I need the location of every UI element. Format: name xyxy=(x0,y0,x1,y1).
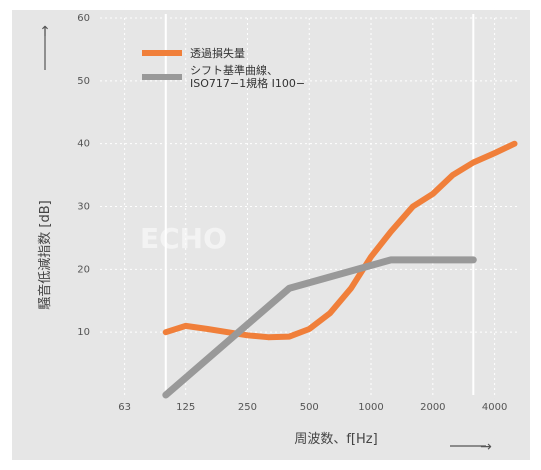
plot-background xyxy=(12,10,530,460)
y-tick-label: 40 xyxy=(77,139,90,150)
x-axis-title: 周波数、f[Hz] xyxy=(294,432,377,447)
x-tick-label: 125 xyxy=(176,402,195,413)
x-tick-label: 1000 xyxy=(358,402,383,413)
x-tick-label: 250 xyxy=(238,402,257,413)
series-layer xyxy=(162,140,518,399)
y-tick-label: 10 xyxy=(77,327,90,338)
x-axis-arrow-icon: → xyxy=(480,439,492,455)
legend: 透過損失量 シフト基準曲線、 ISO717−1規格 I100− xyxy=(142,46,305,90)
x-tick-label: 63 xyxy=(118,402,131,413)
x-tick-label: 2000 xyxy=(420,402,445,413)
x-tick-label: 500 xyxy=(300,402,319,413)
legend-label-transmission-loss: 透過損失量 xyxy=(190,46,245,60)
y-axis-arrow-icon: ↑ xyxy=(39,24,51,40)
y-tick-label: 30 xyxy=(77,202,90,213)
series-line-transmission-loss xyxy=(162,140,518,341)
legend-label-shifted-reference: シフト基準曲線、 ISO717−1規格 I100− xyxy=(190,63,305,90)
y-tick-label: 50 xyxy=(77,76,90,87)
watermark-text: ECHO xyxy=(140,222,227,255)
y-tick-label: 60 xyxy=(77,13,90,24)
legend-label-shifted-reference-line1: シフト基準曲線、 xyxy=(190,63,278,77)
tick-layer: 10 20 30 40 50 60 63 125 250 500 1000 2000 4000 xyxy=(77,13,507,413)
legend-label-shifted-reference-line2: ISO717−1規格 I100− xyxy=(190,76,305,90)
series-line-shifted-reference xyxy=(162,256,477,399)
x-tick-label: 4000 xyxy=(482,402,507,413)
y-tick-label: 20 xyxy=(77,264,90,275)
y-axis-title: 騒音低減指数 [dB] xyxy=(37,200,53,309)
